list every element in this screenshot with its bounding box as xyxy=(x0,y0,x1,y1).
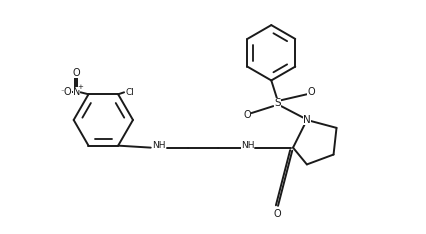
Text: O: O xyxy=(273,209,281,219)
Text: N: N xyxy=(73,87,81,97)
Text: O: O xyxy=(307,87,315,97)
Text: O: O xyxy=(73,68,81,77)
Text: ⁻: ⁻ xyxy=(60,88,65,97)
Text: O: O xyxy=(244,110,251,120)
Text: NH: NH xyxy=(241,141,254,150)
Text: S: S xyxy=(274,98,281,108)
Text: O: O xyxy=(64,87,72,97)
Text: Cl: Cl xyxy=(126,88,135,97)
Text: NH: NH xyxy=(152,141,165,150)
Text: N: N xyxy=(303,115,311,125)
Text: +: + xyxy=(78,84,83,90)
